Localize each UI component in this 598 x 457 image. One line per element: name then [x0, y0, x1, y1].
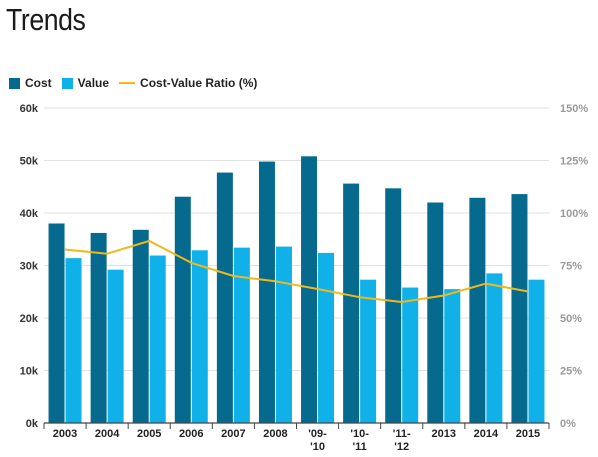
y-left-tick-label: 0k — [26, 418, 39, 430]
x-tick-label: '11 — [353, 441, 367, 453]
x-tick-label: '11- — [393, 428, 411, 440]
y-right-tick-label: 150% — [560, 103, 588, 115]
legend-swatch-value — [61, 77, 73, 89]
bar-cost — [427, 202, 444, 423]
bar-cost — [343, 183, 360, 423]
y-right-tick-label: 100% — [560, 208, 588, 220]
legend-label-cost: Cost — [25, 76, 52, 90]
y-right-tick-label: 0% — [560, 418, 576, 430]
bar-value — [360, 279, 377, 423]
legend-item-cost[interactable]: Cost — [9, 76, 52, 90]
bar-cost — [216, 172, 233, 423]
x-tick-label: 2013 — [432, 428, 456, 440]
x-tick-label: 2008 — [263, 428, 287, 440]
y-left-tick-label: 30k — [20, 261, 39, 273]
bar-value — [444, 289, 461, 423]
bar-cost — [258, 161, 275, 424]
legend-swatch-ratio — [119, 82, 136, 84]
x-tick-label: '12 — [394, 441, 409, 453]
x-tick-label: 2003 — [53, 428, 77, 440]
bar-value — [191, 250, 208, 423]
legend-label-value: Value — [77, 76, 110, 90]
x-tick-label: 2014 — [474, 428, 499, 440]
x-tick-label: 2004 — [95, 428, 120, 440]
bar-value — [486, 273, 503, 423]
y-right-tick-label: 25% — [560, 366, 582, 378]
bar-value — [149, 255, 166, 423]
y-right-tick-label: 75% — [560, 261, 582, 273]
bar-cost — [132, 229, 149, 423]
bar-value — [275, 246, 292, 423]
y-left-tick-label: 40k — [20, 208, 39, 220]
x-tick-label: 2005 — [137, 428, 161, 440]
chart-legend: Cost Value Cost-Value Ratio (%) — [9, 76, 267, 90]
bar-cost — [90, 232, 107, 423]
legend-item-ratio[interactable]: Cost-Value Ratio (%) — [119, 76, 257, 90]
bar-value — [233, 247, 250, 423]
y-left-tick-label: 50k — [20, 156, 39, 168]
x-tick-label: 2015 — [516, 428, 540, 440]
bar-value — [318, 252, 335, 423]
x-tick-label: 2007 — [221, 428, 245, 440]
bar-cost — [511, 194, 528, 423]
bar-cost — [385, 188, 402, 423]
legend-swatch-cost — [9, 77, 20, 89]
y-left-tick-label: 60k — [20, 103, 39, 115]
y-right-tick-label: 125% — [560, 156, 588, 168]
bar-value — [107, 269, 124, 423]
bar-cost — [48, 223, 65, 423]
page-title: Trends — [6, 2, 86, 37]
bar-cost — [301, 156, 318, 424]
bar-value — [65, 258, 82, 423]
x-tick-label: 2006 — [179, 428, 203, 440]
x-tick-label: '10- — [350, 428, 369, 440]
ratio-line — [64, 239, 529, 303]
bar-value — [528, 279, 545, 423]
y-right-tick-label: 50% — [560, 313, 582, 325]
y-left-tick-label: 10k — [20, 366, 39, 378]
bar-value — [402, 287, 419, 423]
bar-cost — [469, 197, 486, 423]
x-tick-label: '10 — [310, 441, 325, 453]
legend-item-value[interactable]: Value — [61, 76, 110, 90]
legend-label-ratio: Cost-Value Ratio (%) — [140, 76, 258, 90]
y-left-tick-label: 20k — [20, 313, 39, 325]
bar-cost — [174, 196, 191, 423]
x-tick-label: '09- — [308, 428, 327, 440]
